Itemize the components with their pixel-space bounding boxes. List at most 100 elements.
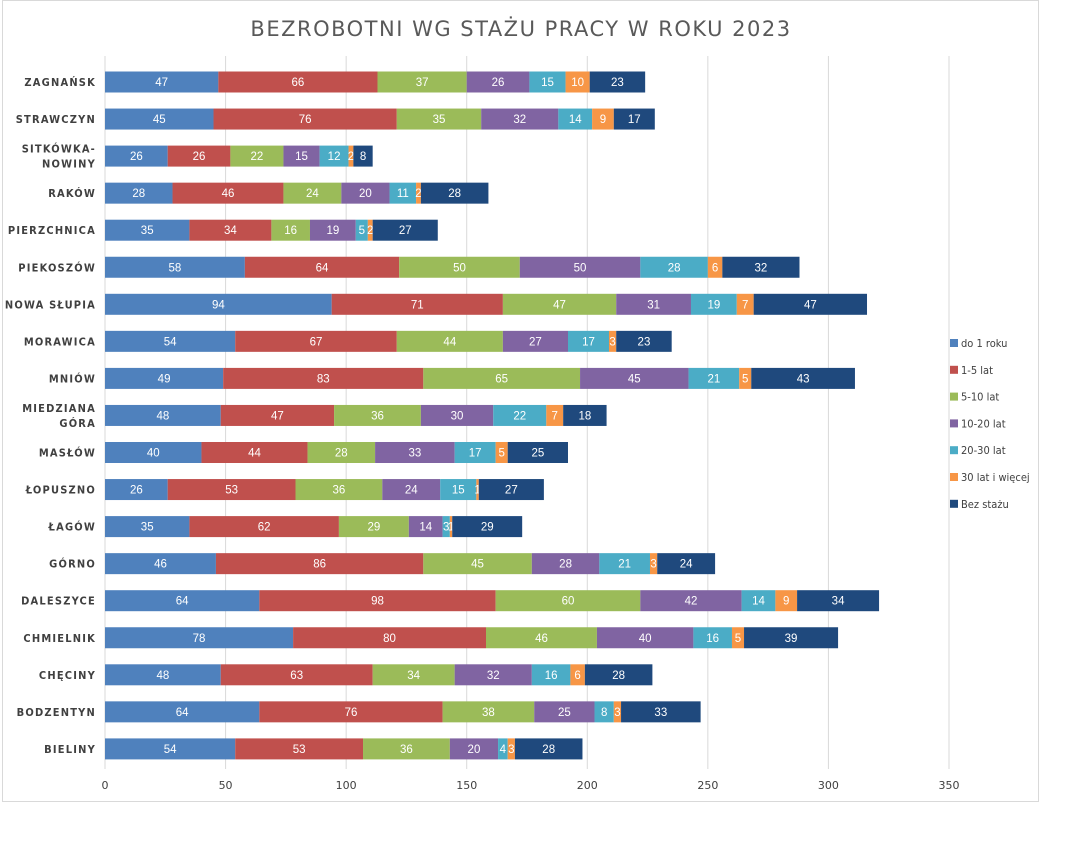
data-label: 46 [154,559,167,571]
bar-segment [613,701,622,723]
data-label: 32 [487,670,500,682]
bar-segment [189,219,272,241]
bar-segment [375,442,455,463]
data-label: 8 [601,707,607,719]
bar-segment [531,664,571,686]
bar-segment [218,71,378,93]
bar-segment [416,182,421,204]
data-label: 15 [541,77,554,89]
bar-segment [563,404,607,426]
data-label: 58 [169,262,182,274]
data-label: 50 [574,262,587,274]
bar-segment [105,479,168,501]
y-category-label: STRAWCZYN [16,113,96,126]
data-label: 34 [407,670,420,682]
data-label: 98 [371,596,384,608]
y-category-label: ZAGNAŃSK [24,76,96,89]
data-label: 1 [474,485,480,497]
data-label: 54 [164,336,177,348]
bar-segment [213,108,397,130]
x-tick-label: 150 [456,779,477,792]
x-tick-label: 50 [219,779,233,792]
data-label: 76 [345,707,358,719]
y-category-label: MORAWICA [24,335,96,348]
data-label: 36 [371,410,384,422]
bar-segment [105,293,332,315]
data-label: 27 [505,485,518,497]
chart-title: BEZROBOTNI WG STAŻU PRACY W ROKU 2023 [250,16,791,41]
bar-segment [372,219,438,241]
bar-segment [565,71,590,93]
data-label: 40 [639,633,652,645]
data-label: 24 [306,188,319,200]
data-label: 22 [513,410,526,422]
bar-segment [215,553,424,575]
legend-label: 10-20 lat [961,417,1006,430]
data-label: 16 [284,225,297,237]
bar-segment [558,108,593,130]
data-label: 47 [271,410,284,422]
legend-label: Bez stażu [961,498,1009,511]
y-category-label: DALESZYCE [21,595,96,608]
y-category-label: MNIÓW [49,372,96,385]
data-label: 8 [360,151,366,163]
bar-segment [498,738,508,760]
bar-segment [348,145,354,167]
bar-segment [355,219,368,241]
x-tick-label: 350 [939,779,960,792]
data-label: 78 [193,633,206,645]
bar-segment [741,590,776,612]
bar-segment [105,256,245,278]
data-label: 28 [559,559,572,571]
data-label: 22 [251,151,264,163]
bar-segment [613,108,655,130]
bar-segment [230,145,284,167]
data-label: 28 [612,670,625,682]
data-label: 3 [650,559,656,571]
data-label: 25 [531,448,544,460]
bar-segment [616,330,672,352]
data-label: 46 [222,188,235,200]
bar-segment [640,256,708,278]
data-label: 45 [471,559,484,571]
bar-segment [105,219,190,241]
data-label: 47 [155,77,168,89]
bar-segment [493,404,547,426]
data-label: 11 [397,188,409,200]
data-label: 63 [290,670,303,682]
data-label: 2 [367,225,373,237]
bar-segment [486,627,597,649]
data-label: 48 [156,410,169,422]
data-label: 33 [408,448,421,460]
y-category-label: ŁAGÓW [48,521,96,534]
legend-swatch [950,419,958,428]
data-label: 4 [500,744,507,756]
data-label: 3 [508,744,514,756]
bar-segment [399,256,520,278]
data-label: 45 [628,373,641,385]
bar-segment [105,516,190,538]
data-label: 28 [132,188,145,200]
y-category-label: CHĘCINY [39,669,96,682]
bar-segment [502,330,568,352]
bar-segment [293,627,487,649]
data-label: 36 [333,485,346,497]
bar-segment [707,256,723,278]
y-category-label: NOWA SŁUPIA [5,298,96,311]
data-label: 80 [383,633,396,645]
data-label: 2 [415,188,421,200]
bar-segment [105,182,173,204]
data-label: 28 [448,188,461,200]
bar-segment [592,108,614,130]
data-label: 21 [618,559,631,571]
data-label: 20 [359,188,372,200]
bar-segment [478,479,544,501]
bar-segment [736,293,754,315]
bar-segment [442,701,535,723]
bar-segment [688,367,740,389]
bar-segment [507,442,568,463]
bar-segment [396,108,482,130]
bar-segment [167,145,231,167]
bar-segment [546,404,564,426]
data-label: 43 [797,373,810,385]
